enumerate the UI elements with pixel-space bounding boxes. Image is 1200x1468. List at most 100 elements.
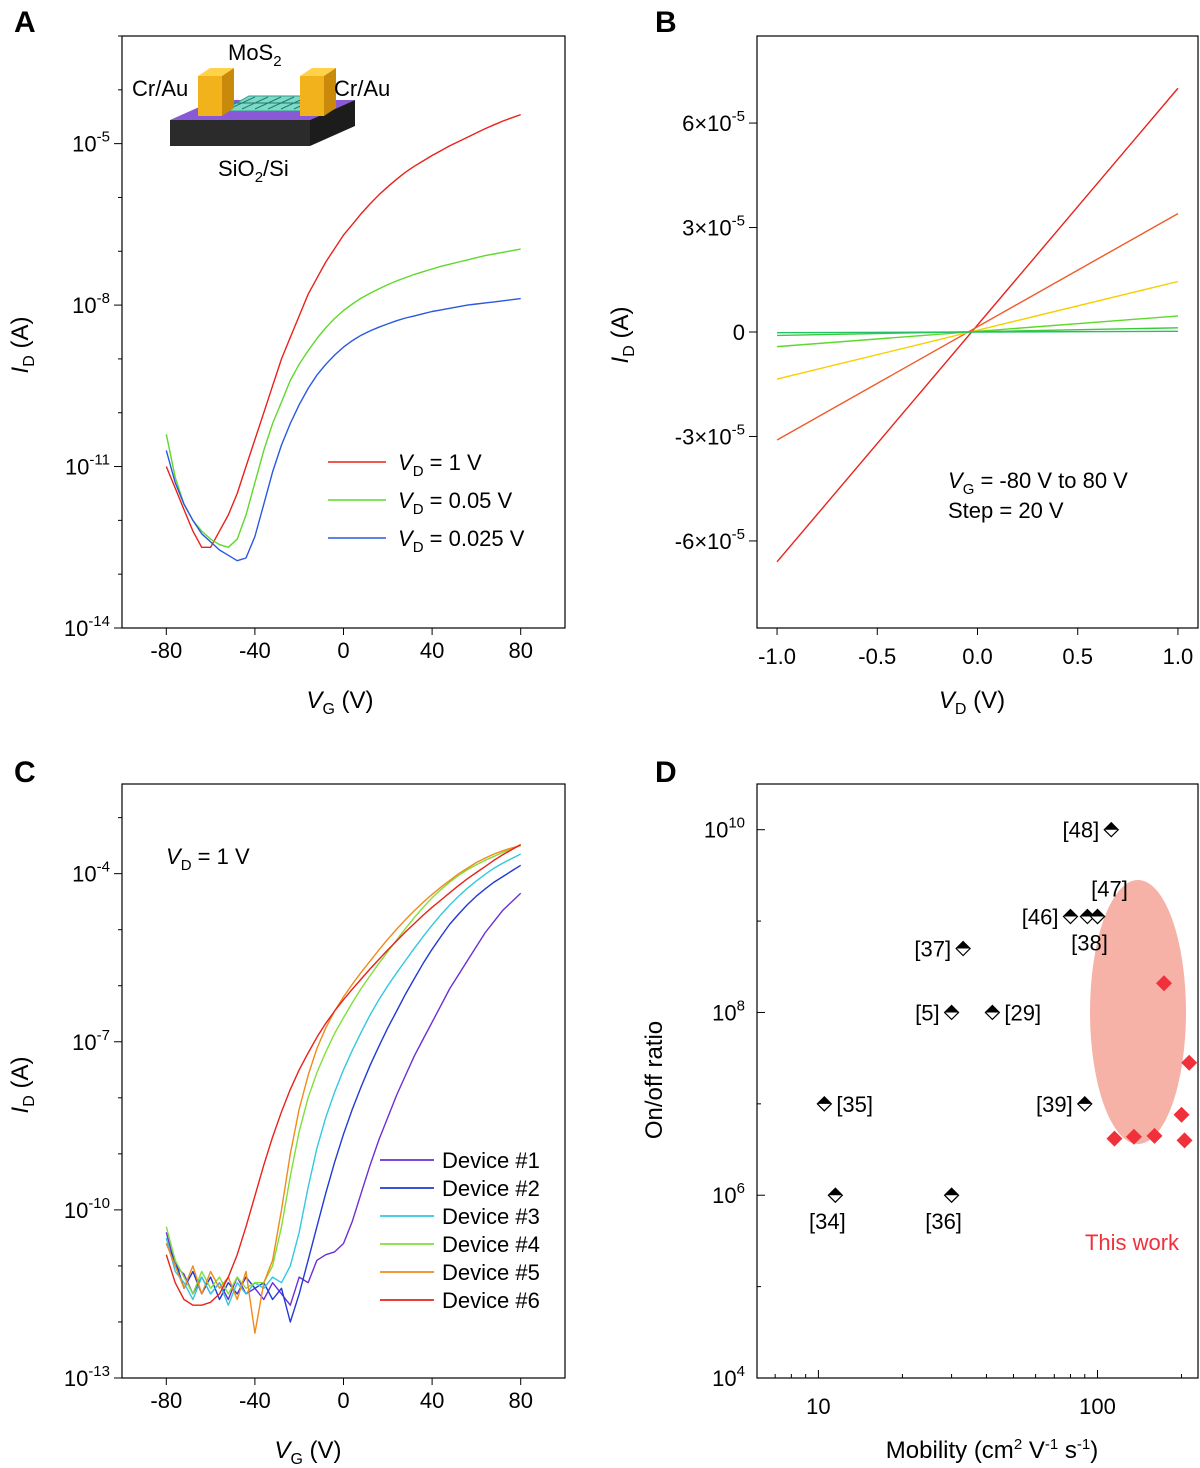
c-series-line-5 xyxy=(165,844,521,1334)
panel-d-ylabel: On/off ratio xyxy=(641,1021,668,1139)
literature-point-label: [38] xyxy=(1071,931,1108,956)
d-xtick-label: 100 xyxy=(1079,1394,1116,1419)
c-ytick-label: 10-10 xyxy=(64,1195,110,1223)
c-xtick-label: -40 xyxy=(239,1388,271,1413)
a-xtick-label: 40 xyxy=(420,638,444,663)
a-series-line-2 xyxy=(165,248,521,548)
a-ytick-label: 10-14 xyxy=(64,613,110,641)
a-xtick-label: -40 xyxy=(239,638,271,663)
c-ytick-label: 10-13 xyxy=(64,1363,110,1391)
a-ytick-label: 10-5 xyxy=(72,129,110,157)
b-ytick-label: 6×10-5 xyxy=(682,108,745,136)
c-series-line-1 xyxy=(165,892,522,1306)
panel-d-letter: D xyxy=(655,756,677,789)
substrate-front-face xyxy=(170,120,310,146)
b-xtick-label: -0.5 xyxy=(858,644,896,669)
literature-point-label: [46] xyxy=(1022,905,1059,930)
c-series-line-6 xyxy=(165,843,522,1306)
literature-point-label: [5] xyxy=(915,1000,939,1025)
c-legend-label-1: Device #1 xyxy=(442,1148,540,1173)
b-series-line-2 xyxy=(776,212,1179,441)
literature-point-label: [39] xyxy=(1036,1092,1073,1117)
literature-point-label: [37] xyxy=(914,936,951,961)
c-legend-label-3: Device #3 xyxy=(442,1204,540,1229)
panel-c-xlabel: VG (V) xyxy=(274,1437,341,1468)
literature-point-label: [34] xyxy=(809,1209,846,1234)
a-xtick-label: 0 xyxy=(337,638,349,663)
b-ytick-label: -6×10-5 xyxy=(675,526,745,554)
a-series-line-3 xyxy=(165,297,521,562)
b-xtick-label: 1.0 xyxy=(1163,644,1194,669)
device-schematic-inset: MoS2 Cr/Au Cr/Au SiO2/Si xyxy=(132,40,390,186)
literature-point-fill xyxy=(1077,1096,1092,1104)
this-work-point-6 xyxy=(1146,1127,1163,1144)
a-ytick-label: 10-11 xyxy=(65,452,110,480)
panel-d-xlabel: Mobility (cm2 V-1 s-1) xyxy=(886,1436,1098,1464)
panel-a: A -80 -40 0 40 80 10-14 10-11 10-8 10-5 MoS2 Cr/… xyxy=(7,6,566,718)
a-xtick-label: 80 xyxy=(508,638,532,663)
panel-a-letter: A xyxy=(14,6,36,39)
literature-point-fill xyxy=(944,1005,959,1013)
this-work-point-4 xyxy=(1106,1130,1123,1147)
inset-substrate-label: SiO2/Si xyxy=(218,156,289,186)
panel-d-plot-frame xyxy=(756,783,1199,1379)
d-ytick-label: 108 xyxy=(712,997,745,1025)
c-legend-label-2: Device #2 xyxy=(442,1176,540,1201)
panel-c-letter: C xyxy=(14,756,36,789)
c-xtick-label: -80 xyxy=(150,1388,182,1413)
c-series-line-3 xyxy=(165,853,522,1306)
c-xtick-label: 80 xyxy=(508,1388,532,1413)
this-work-ellipse xyxy=(1090,880,1186,1144)
b-series-line-3 xyxy=(776,280,1179,380)
a-legend-label-3: VD = 0.025 V xyxy=(398,526,525,556)
a-ytick-label: 10-8 xyxy=(72,290,110,318)
literature-point-fill xyxy=(1063,909,1078,917)
panel-a-legend: VD = 1 V VD = 0.05 V VD = 0.025 V xyxy=(328,450,525,556)
b-xtick-label: 0.5 xyxy=(1062,644,1093,669)
a-legend-label-2: VD = 0.05 V xyxy=(398,488,513,518)
literature-point-label: [47] xyxy=(1091,877,1128,902)
panel-c: C -80 -40 0 40 80 10-13 10-10 10-7 10-4 VD = 1 V… xyxy=(7,756,566,1468)
literature-point-fill xyxy=(828,1188,843,1196)
c-xtick-label: 40 xyxy=(420,1388,444,1413)
inset-channel-label: MoS2 xyxy=(228,40,282,70)
left-contact-side xyxy=(222,68,234,116)
b-xtick-label: 0.0 xyxy=(962,644,993,669)
this-work-point-7 xyxy=(1176,1132,1193,1149)
literature-point-fill xyxy=(1090,909,1105,917)
b-ytick-label: 3×10-5 xyxy=(682,213,745,241)
c-legend-label-6: Device #6 xyxy=(442,1288,540,1313)
a-series-line-1 xyxy=(165,113,521,548)
panel-b-annotation-line2: Step = 20 V xyxy=(948,498,1064,523)
literature-point-label: [48] xyxy=(1063,818,1100,843)
panel-b-ylabel: ID (A) xyxy=(607,307,638,364)
literature-point-fill xyxy=(985,1005,1000,1013)
substrate-side-face xyxy=(310,100,355,146)
c-legend-label-4: Device #4 xyxy=(442,1232,540,1257)
a-xtick-label: -80 xyxy=(150,638,182,663)
literature-point-fill xyxy=(944,1188,959,1196)
c-series-line-4 xyxy=(165,844,521,1295)
c-legend-label-5: Device #5 xyxy=(442,1260,540,1285)
panel-d: D 10 100 104 106 108 1010 [48] [47] [46] [38] [37… xyxy=(641,756,1199,1464)
inset-right-contact-label: Cr/Au xyxy=(334,76,390,101)
c-ytick-label: 10-7 xyxy=(72,1027,110,1055)
this-work-point-1 xyxy=(1155,975,1172,992)
mos2-lattice xyxy=(226,96,321,110)
a-legend-label-1: VD = 1 V xyxy=(398,450,482,480)
literature-point-label: [36] xyxy=(925,1209,962,1234)
panel-a-ylabel: ID (A) xyxy=(7,317,38,374)
panel-c-ylabel: ID (A) xyxy=(7,1057,38,1114)
literature-point-fill xyxy=(1104,822,1119,830)
b-series-line-1 xyxy=(776,87,1179,563)
b-series-line-6 xyxy=(777,330,1178,334)
this-work-point-5 xyxy=(1125,1128,1142,1145)
left-contact-front xyxy=(198,76,222,116)
panel-b-annotation-line1: VG = -80 V to 80 V xyxy=(948,468,1128,498)
inset-left-contact-label: Cr/Au xyxy=(132,76,188,101)
this-work-point-2 xyxy=(1181,1054,1198,1071)
b-xtick-label: -1.0 xyxy=(758,644,796,669)
literature-point-label: [35] xyxy=(836,1092,873,1117)
literature-point-fill xyxy=(817,1096,832,1104)
